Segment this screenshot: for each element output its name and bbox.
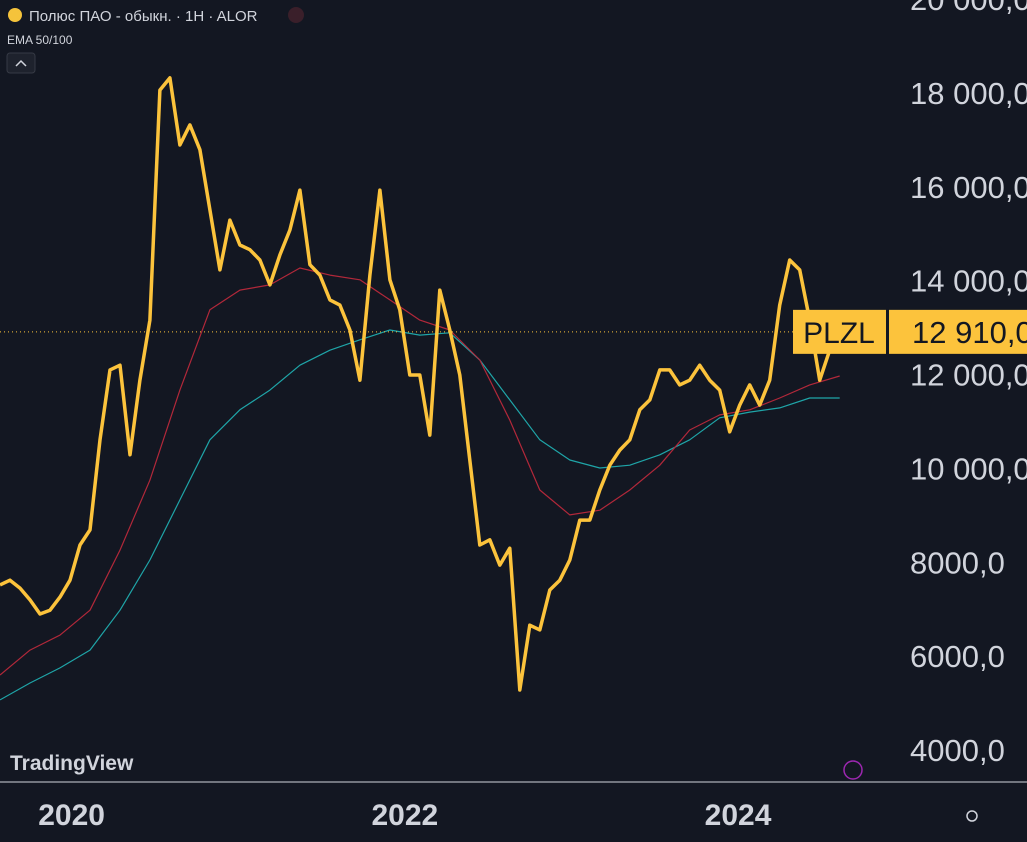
y-tick-label: 6000,0 xyxy=(910,639,1005,674)
x-tick-label: 2024 xyxy=(705,799,772,832)
y-tick-label: 4000,0 xyxy=(910,733,1005,768)
symbol-icon xyxy=(8,8,22,22)
indicator-label: EMA 50/100 xyxy=(7,33,73,47)
y-tick-label: 14 000,0 xyxy=(910,264,1027,299)
settings-icon[interactable] xyxy=(966,810,978,822)
chart-title: Полюс ПАО - обыкн. · 1H · ALOR xyxy=(29,8,258,25)
source-icon xyxy=(288,7,304,23)
last-price-tag xyxy=(889,309,1027,354)
price-line xyxy=(0,267,840,676)
y-tick-label: 12 000,0 xyxy=(910,358,1027,393)
y-tick-label: 16 000,0 xyxy=(910,170,1027,205)
last-price-label: 12 910,0 xyxy=(912,315,1027,350)
alert-icon[interactable] xyxy=(843,760,863,780)
collapse-button[interactable] xyxy=(6,52,36,74)
x-tick-label: 2020 xyxy=(38,799,105,832)
price-line xyxy=(0,76,852,692)
watermark: TradingView xyxy=(10,752,134,775)
collapse-icon xyxy=(15,59,27,67)
y-tick-label: 8000,0 xyxy=(910,545,1005,580)
y-tick-label: 20 000,0 xyxy=(910,0,1027,17)
y-tick-label: 18 000,0 xyxy=(910,76,1027,111)
symbol-tag-label: PLZL xyxy=(803,317,875,350)
x-tick-label: 2022 xyxy=(371,799,438,832)
symbol-tag xyxy=(793,309,886,354)
price-line xyxy=(0,329,840,701)
y-tick-label: 10 000,0 xyxy=(910,451,1027,486)
